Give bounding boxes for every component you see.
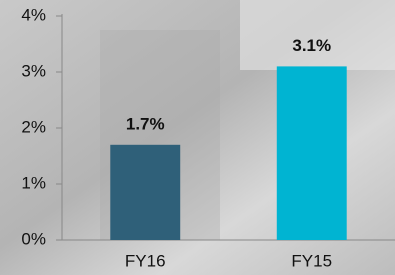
y-tick-label: 3% — [21, 61, 46, 80]
y-tick-label: 4% — [21, 5, 46, 24]
x-tick-label: FY16 — [125, 251, 166, 270]
y-tick-label: 2% — [21, 117, 46, 136]
x-tick-label: FY15 — [291, 251, 332, 270]
bar — [277, 66, 347, 240]
value-label: 1.7% — [126, 114, 165, 133]
y-tick-label: 0% — [21, 229, 46, 248]
value-label: 3.1% — [292, 36, 331, 55]
y-tick-label: 1% — [21, 173, 46, 192]
chart: 0% 1% 2% 3% 4% FY16 1.7% FY15 3.1% — [0, 0, 395, 275]
bar — [110, 145, 180, 240]
